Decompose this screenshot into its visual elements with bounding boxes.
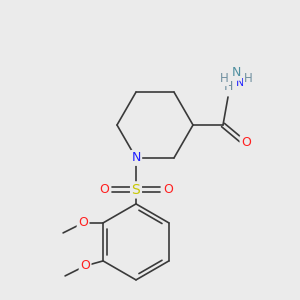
- Text: H: H: [244, 73, 252, 85]
- Text: S: S: [132, 183, 140, 197]
- Text: O: O: [163, 183, 173, 196]
- Text: N: N: [131, 152, 141, 164]
- Text: O: O: [99, 183, 109, 196]
- Text: N: N: [236, 78, 244, 88]
- Text: O: O: [80, 260, 90, 272]
- Text: H: H: [220, 73, 228, 85]
- Text: O: O: [241, 136, 251, 149]
- Text: O: O: [78, 216, 88, 230]
- Text: N: N: [231, 67, 241, 80]
- Text: H: H: [223, 80, 233, 94]
